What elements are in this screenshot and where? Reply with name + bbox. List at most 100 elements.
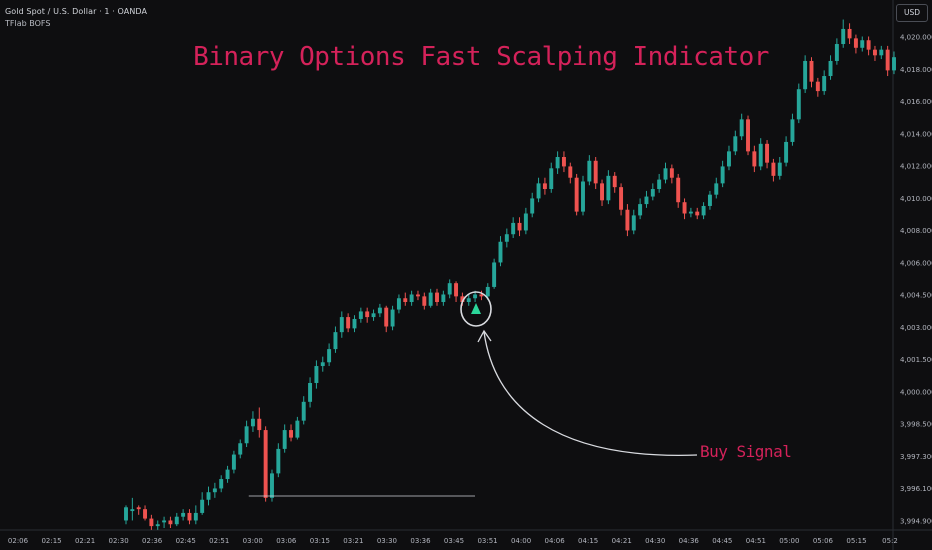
x-tick-label: 03:06 xyxy=(276,537,297,545)
candle-body xyxy=(162,520,167,523)
candle-body xyxy=(790,119,795,142)
x-tick-label: 04:21 xyxy=(612,537,632,545)
candle-body xyxy=(796,89,801,120)
candle-body xyxy=(492,262,497,287)
candle-body xyxy=(174,516,179,525)
candle-body xyxy=(238,443,243,455)
x-tick-label: 03:30 xyxy=(377,537,397,545)
candle-body xyxy=(320,362,325,367)
y-tick-label: 4,018.000 xyxy=(900,66,932,74)
candle-body xyxy=(485,286,490,297)
x-tick-label: 04:30 xyxy=(645,537,665,545)
candle-body xyxy=(244,426,249,444)
candle-body xyxy=(542,183,547,190)
candle-body xyxy=(765,143,770,163)
candle-body xyxy=(593,160,598,184)
candle-body xyxy=(333,332,338,350)
candle-body xyxy=(466,298,471,303)
x-tick-label: 05:2 xyxy=(882,537,898,545)
candle-body xyxy=(822,76,827,92)
x-tick-label: 03:36 xyxy=(410,537,431,545)
candle-body xyxy=(853,38,858,48)
candle-body xyxy=(435,292,439,303)
candle-body xyxy=(777,162,782,176)
candle-body xyxy=(619,187,624,210)
x-tick-label: 03:15 xyxy=(310,537,330,545)
candle-body xyxy=(206,492,211,500)
candle-body xyxy=(282,430,287,449)
y-tick-label: 4,020.000 xyxy=(900,34,932,42)
currency-button[interactable]: USD xyxy=(896,4,928,22)
x-tick-label: 03:45 xyxy=(444,537,464,545)
y-tick-label: 4,010.000 xyxy=(900,195,932,203)
y-tick-label: 3,997.300 xyxy=(900,453,932,461)
candle-body xyxy=(638,204,643,216)
candle-body xyxy=(631,215,636,231)
candle-body xyxy=(625,209,630,231)
candle-body xyxy=(193,512,198,521)
candle-body xyxy=(536,183,541,199)
y-tick-label: 4,016.000 xyxy=(900,98,932,106)
candle-body xyxy=(746,119,750,152)
candle-body xyxy=(828,60,833,77)
x-tick-label: 05:15 xyxy=(846,537,866,545)
candle-body xyxy=(872,49,877,56)
y-tick-label: 4,014.000 xyxy=(900,130,932,138)
x-tick-label: 04:45 xyxy=(712,537,732,545)
candle-body xyxy=(473,294,478,299)
candle-body xyxy=(263,430,268,498)
candle-body xyxy=(676,177,681,203)
signal-circle xyxy=(460,291,492,327)
candle-body xyxy=(892,57,896,71)
candle-body xyxy=(866,40,871,50)
candle-body xyxy=(358,311,363,319)
y-tick-label: 4,006.000 xyxy=(900,259,932,267)
candle-body xyxy=(650,189,655,197)
x-tick-label: 02:15 xyxy=(41,537,61,545)
candle-body xyxy=(555,157,560,169)
candle-body xyxy=(517,222,522,231)
candle-body xyxy=(231,454,236,470)
candle-body xyxy=(454,283,459,297)
candle-body xyxy=(784,141,789,163)
candle-body xyxy=(289,430,293,438)
candle-body xyxy=(403,298,408,303)
indicator-name: TFlab BOFS xyxy=(5,19,51,28)
candle-body xyxy=(714,183,719,195)
candle-body xyxy=(523,213,528,231)
candle-body xyxy=(834,44,839,61)
candle-body xyxy=(733,136,738,152)
candle-body xyxy=(276,448,281,474)
x-tick-label: 02:45 xyxy=(176,537,196,545)
candle-body xyxy=(257,418,262,431)
candle-body xyxy=(581,181,585,212)
candle-body xyxy=(498,241,503,263)
y-tick-label: 4,012.000 xyxy=(900,163,932,171)
x-tick-label: 02:21 xyxy=(75,537,95,545)
candle-body xyxy=(549,168,554,190)
candle-body xyxy=(879,49,884,56)
x-tick-label: 02:30 xyxy=(109,537,129,545)
candle-body xyxy=(377,307,382,314)
x-tick-label: 03:00 xyxy=(243,537,263,545)
candle-body xyxy=(384,307,389,327)
x-tick-label: 04:00 xyxy=(511,537,531,545)
candle-body xyxy=(415,294,420,297)
candle-body xyxy=(225,469,230,480)
candle-body xyxy=(707,194,712,206)
candle-body xyxy=(250,418,255,427)
candle-body xyxy=(606,175,611,201)
candle-body xyxy=(587,160,592,182)
candle-body xyxy=(644,196,649,205)
candle-body xyxy=(428,292,433,306)
candle-body xyxy=(803,60,808,90)
candle-body xyxy=(860,40,865,48)
candle-body xyxy=(479,294,484,297)
y-tick-label: 4,000.000 xyxy=(900,388,932,396)
candle-body xyxy=(212,488,217,493)
candle-body xyxy=(847,28,852,39)
chart-title: Binary Options Fast Scalping Indicator xyxy=(193,42,769,72)
candle-body xyxy=(688,211,693,214)
candle-body xyxy=(181,512,186,517)
